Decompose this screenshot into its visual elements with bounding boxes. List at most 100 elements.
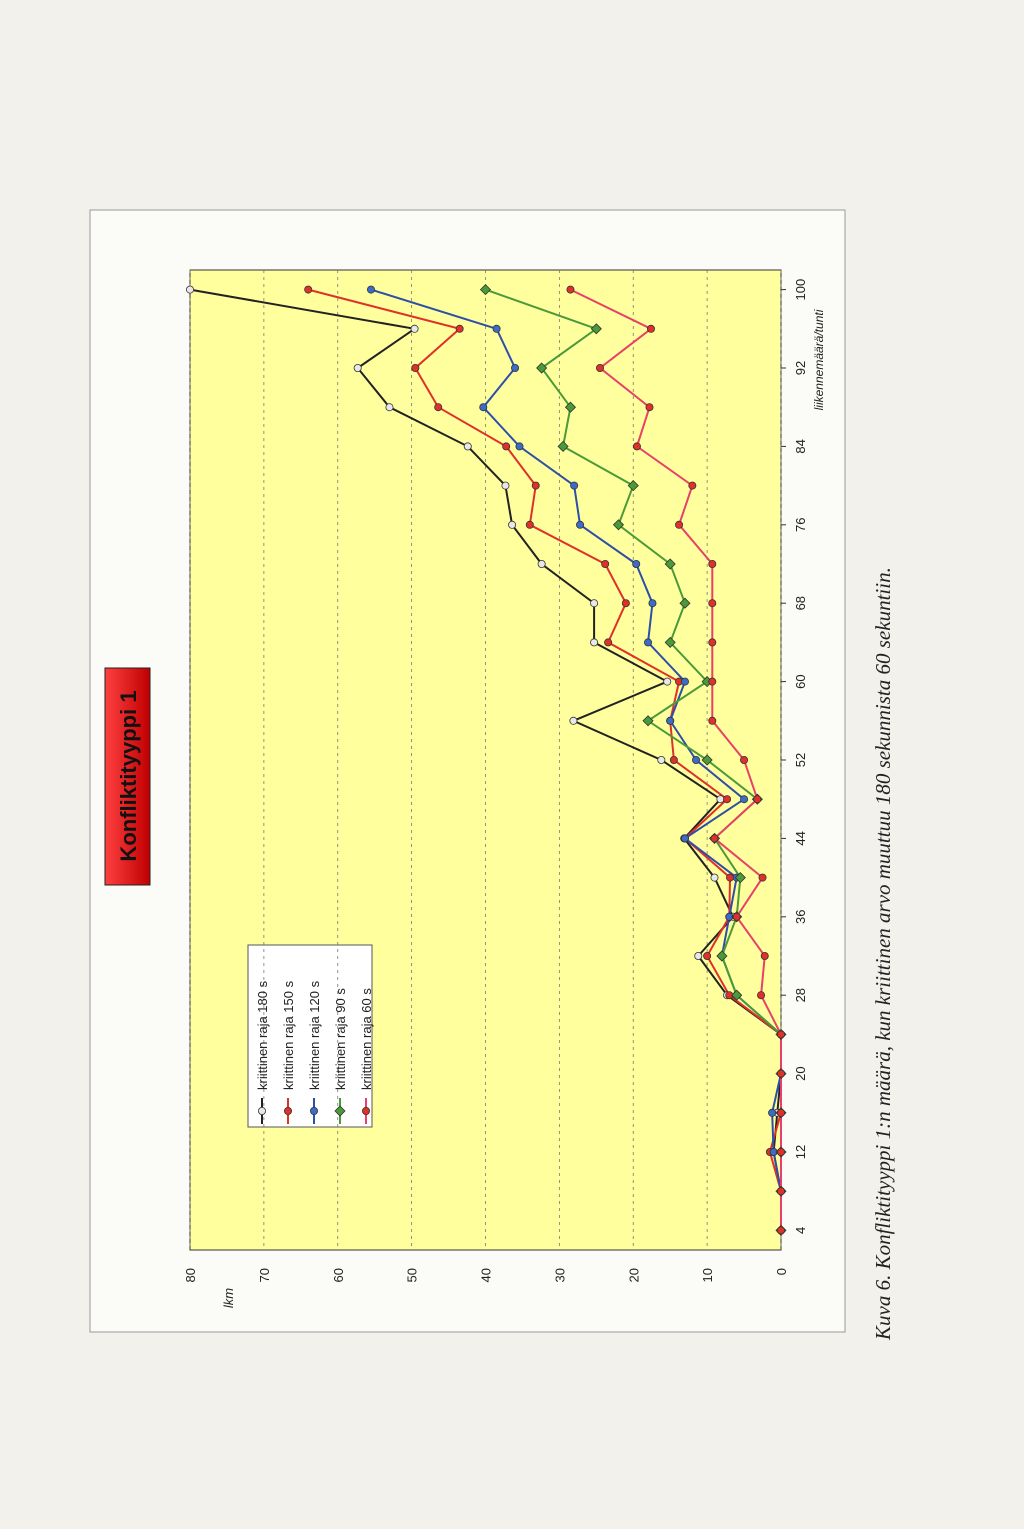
data-point xyxy=(590,323,602,335)
data-point xyxy=(604,638,613,647)
data-point xyxy=(708,638,717,647)
data-point xyxy=(723,795,732,804)
data-point xyxy=(777,1226,786,1235)
data-point xyxy=(703,952,712,961)
data-point xyxy=(627,480,639,492)
data-point xyxy=(731,989,743,1001)
x-axis-label: liikennemäärä/tunti xyxy=(812,309,826,410)
data-point xyxy=(185,285,194,294)
data-point xyxy=(601,560,610,569)
data-point xyxy=(525,520,534,529)
y-axis-label: lkm xyxy=(221,1288,236,1308)
x-tick-label: 36 xyxy=(793,910,808,924)
data-point xyxy=(508,520,517,529)
y-tick-label: 70 xyxy=(257,1268,272,1282)
data-point xyxy=(708,560,717,569)
data-point xyxy=(777,1030,786,1039)
data-point xyxy=(645,403,654,412)
data-point xyxy=(679,597,691,609)
data-point xyxy=(757,991,766,1000)
data-point xyxy=(701,754,713,766)
y-tick-label: 10 xyxy=(700,1268,715,1282)
data-point xyxy=(716,950,728,962)
data-point xyxy=(732,912,741,921)
data-point xyxy=(511,363,520,372)
x-tick-label: 100 xyxy=(793,279,808,301)
caption: Kuva 6. Konfliktityyppi 1:n määrä, kun k… xyxy=(871,567,895,1341)
data-point xyxy=(632,442,641,451)
y-tick-label: 30 xyxy=(552,1268,567,1282)
data-point xyxy=(632,560,641,569)
data-point xyxy=(366,285,375,294)
data-point xyxy=(590,599,599,608)
data-point xyxy=(564,401,577,413)
data-point xyxy=(515,442,524,451)
x-tick-label: 12 xyxy=(793,1145,808,1159)
x-tick-label: 4 xyxy=(793,1227,808,1234)
y-tick-label: 80 xyxy=(183,1268,198,1282)
data-point xyxy=(694,952,703,961)
data-point xyxy=(758,873,767,882)
data-point xyxy=(675,520,684,529)
legend-marker xyxy=(361,1107,370,1116)
data-point xyxy=(740,756,749,765)
data-point xyxy=(596,363,605,372)
x-tick-label: 92 xyxy=(793,361,808,375)
data-point xyxy=(726,873,735,882)
data-point xyxy=(501,481,510,490)
data-point xyxy=(411,363,420,372)
data-point xyxy=(353,363,362,372)
legend-label: kriittinen raja 90 s xyxy=(333,988,348,1090)
x-tick-label: 68 xyxy=(793,596,808,610)
y-tick-label: 0 xyxy=(774,1268,789,1275)
data-point xyxy=(570,481,579,490)
data-point xyxy=(663,677,672,686)
data-point xyxy=(753,795,762,804)
data-point xyxy=(680,834,689,843)
data-point xyxy=(492,324,501,333)
data-point xyxy=(434,403,443,412)
y-tick-label: 20 xyxy=(626,1268,641,1282)
data-point xyxy=(385,403,394,412)
data-point xyxy=(479,284,492,296)
data-point xyxy=(760,952,769,961)
data-point xyxy=(557,440,569,452)
x-tick-label: 44 xyxy=(793,831,808,845)
data-point xyxy=(734,872,746,884)
data-point xyxy=(777,1187,786,1196)
data-point xyxy=(708,677,717,686)
chart-title: Konfliktityyppi 1 xyxy=(116,690,141,861)
legend-label: kriittinen raja 120 s xyxy=(307,980,322,1090)
data-point xyxy=(710,873,719,882)
data-point xyxy=(710,834,719,843)
x-tick-label: 60 xyxy=(793,674,808,688)
data-point xyxy=(479,403,488,412)
data-point xyxy=(657,756,666,765)
legend-marker xyxy=(283,1107,292,1116)
data-point xyxy=(410,324,419,333)
data-point xyxy=(716,795,725,804)
legend-label: kriittinen raja 180 s xyxy=(255,980,270,1090)
data-point xyxy=(566,285,575,294)
x-tick-label: 20 xyxy=(793,1066,808,1080)
data-point xyxy=(536,362,548,374)
data-point xyxy=(644,638,653,647)
data-point xyxy=(669,756,678,765)
data-point xyxy=(531,481,540,490)
data-point xyxy=(304,285,313,294)
data-point xyxy=(646,324,655,333)
data-point xyxy=(642,715,654,727)
data-point xyxy=(777,1108,786,1117)
legend-label: kriittinen raja 60 s xyxy=(359,988,374,1090)
legend-label: kriittinen raja 150 s xyxy=(281,980,296,1090)
legend-marker xyxy=(309,1107,318,1116)
y-tick-label: 50 xyxy=(405,1268,420,1282)
data-point xyxy=(648,599,657,608)
y-tick-label: 60 xyxy=(331,1268,346,1282)
data-point xyxy=(777,1069,786,1078)
x-tick-label: 52 xyxy=(793,753,808,767)
data-point xyxy=(455,324,464,333)
x-tick-label: 84 xyxy=(793,439,808,453)
data-point xyxy=(768,1108,777,1117)
